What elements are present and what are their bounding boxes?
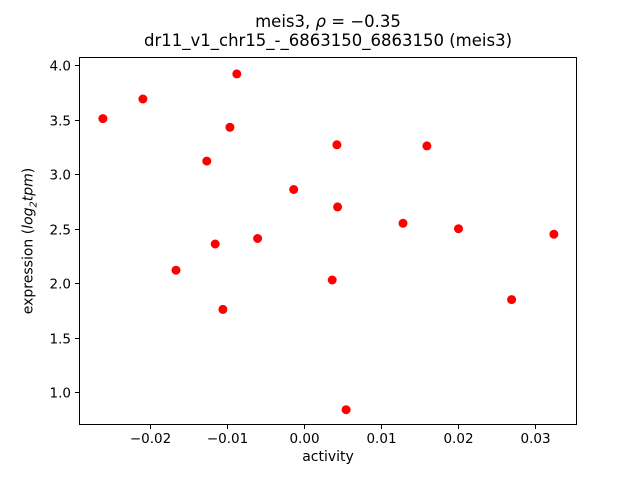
scatter-point [210,239,220,249]
title-gene: meis3, [255,12,316,31]
scatter-point [253,234,263,243]
chart-title: meis3, ρ = −0.35 [79,12,577,31]
scatter-point [422,141,432,151]
scatter-point [549,229,559,239]
x-axis-label: activity [302,449,354,465]
y-tick-label: 2.0 [50,276,71,292]
rho-value: = −0.35 [326,12,401,31]
x-tick-label: 0.01 [366,431,396,447]
plot-frame [79,57,577,425]
y-tick-label: 2.5 [50,222,71,238]
scatter-point [225,122,235,132]
chart-subtitle: dr11_v1_chr15_-_6863150_6863150 (meis3) [143,31,513,50]
scatter-point [333,202,343,212]
scatter-point [138,94,148,104]
scatter-point [454,224,463,234]
x-tick-label: 0.00 [289,431,319,447]
scatter-point [332,140,342,150]
scatter-point [289,185,299,194]
y-tick-label: 3.0 [50,167,71,183]
scatter-point [171,265,181,275]
scatter-point [507,295,517,305]
rho-symbol: ρ [315,12,326,31]
scatter-point [98,114,108,124]
title-block: meis3, ρ = −0.35 dr11_v1_chr15_-_6863150… [79,12,577,50]
x-tick-label: −0.01 [207,431,248,447]
x-tick-label: 0.02 [443,431,473,447]
scatter-point [398,218,408,228]
scatter-point [341,405,351,415]
y-tick-label: 1.0 [50,385,71,401]
y-tick-label: 4.0 [50,58,71,74]
y-tick-label: 3.5 [50,113,71,129]
y-tick-label: 1.5 [50,331,71,347]
scatter-point [327,275,337,285]
scatter-point [202,156,212,166]
x-tick-label: 0.03 [520,431,550,447]
scatter-point [232,69,242,79]
x-tick-label: −0.02 [130,431,171,447]
scatter-point [218,304,228,314]
